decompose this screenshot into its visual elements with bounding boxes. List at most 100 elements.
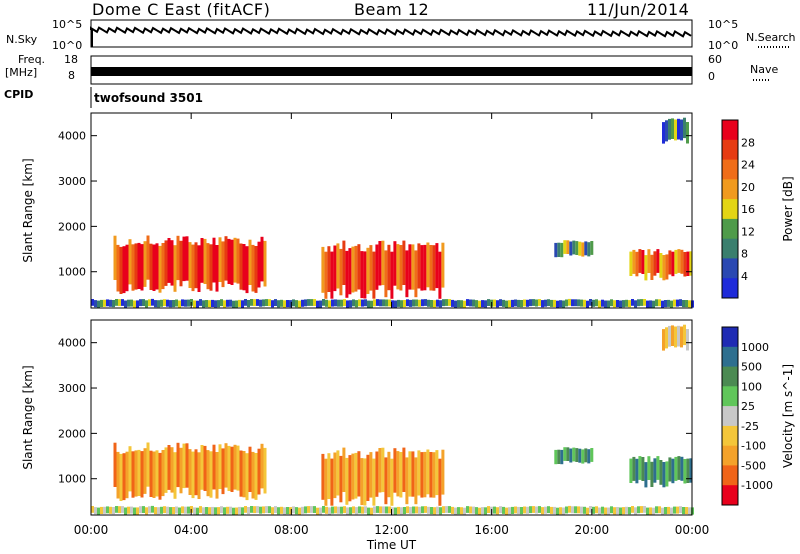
echo-cell-1-5-68 bbox=[295, 507, 298, 515]
echo-cell-0-5-70 bbox=[301, 299, 304, 307]
echo-cell-1-2-10 bbox=[659, 460, 663, 485]
echo-cell-1-5-86 bbox=[349, 507, 352, 515]
echo-cell-0-0-47 bbox=[254, 246, 258, 293]
nsky-label: N.Sky bbox=[6, 33, 38, 46]
echo-cell-1-2-6 bbox=[647, 456, 651, 480]
echo-cell-0-5-173 bbox=[610, 299, 613, 307]
echo-cell-0-5-104 bbox=[403, 300, 406, 308]
echo-cell-0-5-38 bbox=[205, 300, 208, 308]
echo-cell-0-1-39 bbox=[438, 251, 442, 299]
echo-cell-1-4-6 bbox=[680, 326, 683, 348]
echo-cell-0-5-94 bbox=[373, 299, 376, 307]
echo-cell-1-2-9 bbox=[656, 456, 660, 480]
echo-cell-0-5-187 bbox=[652, 300, 655, 308]
echo-cell-0-0-48 bbox=[257, 241, 261, 288]
echo-cell-0-5-144 bbox=[523, 299, 526, 307]
echo-cell-0-1-15 bbox=[366, 247, 370, 294]
echo-cell-1-5-56 bbox=[259, 506, 262, 514]
echo-cell-0-5-100 bbox=[391, 300, 394, 308]
echo-cell-0-5-132 bbox=[487, 299, 490, 306]
echo-cell-1-5-78 bbox=[325, 506, 328, 514]
echo-cell-1-5-18 bbox=[145, 507, 148, 515]
echo-cell-1-0-23 bbox=[182, 443, 186, 489]
echo-cell-1-5-185 bbox=[646, 507, 649, 515]
colorbar-swatch-1-2 bbox=[722, 366, 738, 387]
echo-cell-1-3-4 bbox=[566, 447, 570, 461]
echo-cell-0-5-77 bbox=[322, 299, 325, 306]
echo-cell-0-0-33 bbox=[212, 237, 216, 283]
colorbar-swatch-1-0 bbox=[722, 327, 738, 348]
echo-cell-1-5-139 bbox=[508, 507, 511, 515]
echo-cell-0-1-36 bbox=[429, 245, 433, 291]
echo-cell-1-5-131 bbox=[484, 507, 487, 515]
echo-cell-1-5-159 bbox=[568, 505, 571, 513]
echo-cell-0-5-110 bbox=[421, 299, 424, 307]
echo-cell-0-5-153 bbox=[550, 299, 553, 307]
echo-cell-0-5-172 bbox=[607, 300, 610, 308]
echo-cell-0-5-145 bbox=[526, 299, 529, 307]
echo-cell-1-0-16 bbox=[161, 450, 165, 497]
echo-cell-1-5-104 bbox=[403, 507, 406, 515]
echo-cell-0-5-126 bbox=[469, 299, 472, 307]
echo-cell-1-5-138 bbox=[505, 507, 508, 515]
echo-cell-1-5-161 bbox=[574, 506, 577, 514]
echo-cell-1-5-149 bbox=[538, 506, 541, 513]
echo-cell-0-2-2 bbox=[635, 251, 639, 277]
colorbar-swatch-1-3 bbox=[722, 386, 738, 407]
echo-cell-0-1-40 bbox=[441, 242, 445, 288]
colorbar-frame-1 bbox=[721, 326, 739, 506]
echo-cell-0-5-190 bbox=[661, 300, 664, 308]
echo-cell-0-5-97 bbox=[382, 299, 385, 307]
echo-cell-1-5-60 bbox=[271, 507, 274, 515]
echo-cell-1-1-24 bbox=[393, 448, 397, 493]
echo-cell-1-5-172 bbox=[607, 507, 610, 515]
echo-cell-1-5-5 bbox=[106, 506, 109, 514]
echo-cell-0-5-139 bbox=[508, 300, 511, 308]
echo-cell-1-5-177 bbox=[622, 507, 625, 515]
xtick-label-3: 12:00 bbox=[374, 523, 409, 537]
echo-cell-1-5-67 bbox=[292, 506, 295, 514]
echo-cell-1-5-112 bbox=[427, 506, 430, 514]
echo-cell-1-5-118 bbox=[445, 506, 448, 513]
echo-cell-0-5-198 bbox=[685, 300, 688, 308]
echo-cell-0-5-128 bbox=[475, 300, 478, 308]
echo-cell-1-5-126 bbox=[469, 506, 472, 514]
echo-cell-1-3-10 bbox=[584, 448, 588, 463]
echo-cell-1-5-122 bbox=[457, 507, 460, 515]
echo-cell-0-5-71 bbox=[304, 299, 307, 307]
echo-cell-1-1-38 bbox=[435, 450, 439, 496]
echo-cell-1-5-82 bbox=[337, 506, 340, 514]
nsearch-tick-bottom: 10^0 bbox=[708, 39, 739, 52]
echo-cell-0-2-10 bbox=[659, 253, 663, 278]
echo-cell-1-1-28 bbox=[405, 457, 409, 505]
echo-cell-0-5-13 bbox=[130, 299, 133, 307]
echo-cell-0-0-43 bbox=[242, 244, 246, 291]
echo-cell-0-5-30 bbox=[181, 299, 184, 307]
echo-cell-1-5-130 bbox=[481, 507, 484, 515]
echo-cell-1-5-83 bbox=[340, 506, 343, 514]
echo-cell-0-1-22 bbox=[387, 244, 391, 291]
echo-cell-0-5-58 bbox=[265, 299, 268, 306]
echo-cell-0-3-9 bbox=[581, 242, 585, 257]
echo-cell-1-0-9 bbox=[140, 451, 144, 498]
echo-cell-1-5-38 bbox=[205, 507, 208, 515]
echo-cell-0-2-11 bbox=[662, 255, 666, 281]
echo-cell-0-0-9 bbox=[140, 244, 144, 291]
echo-cell-0-3-4 bbox=[566, 240, 570, 254]
echo-cell-0-2-19 bbox=[686, 251, 690, 276]
echo-cell-0-5-124 bbox=[463, 300, 466, 308]
echo-cell-0-0-37 bbox=[224, 236, 228, 281]
echo-cell-1-5-151 bbox=[544, 506, 547, 514]
echo-cell-1-4-3 bbox=[671, 325, 674, 346]
ylabel-0: Slant Range [km] bbox=[21, 158, 35, 262]
echo-cell-0-5-108 bbox=[415, 299, 418, 307]
echo-cell-0-5-199 bbox=[688, 300, 691, 308]
echo-cell-1-0-19 bbox=[170, 447, 174, 493]
echo-cell-1-5-182 bbox=[637, 506, 640, 514]
echo-cell-0-5-170 bbox=[601, 299, 604, 307]
echo-cell-1-5-50 bbox=[241, 507, 244, 515]
echo-cell-1-5-193 bbox=[670, 507, 673, 515]
echo-cell-1-2-5 bbox=[644, 462, 648, 488]
echo-cell-1-5-136 bbox=[499, 506, 502, 514]
echo-cell-0-5-182 bbox=[637, 299, 640, 307]
